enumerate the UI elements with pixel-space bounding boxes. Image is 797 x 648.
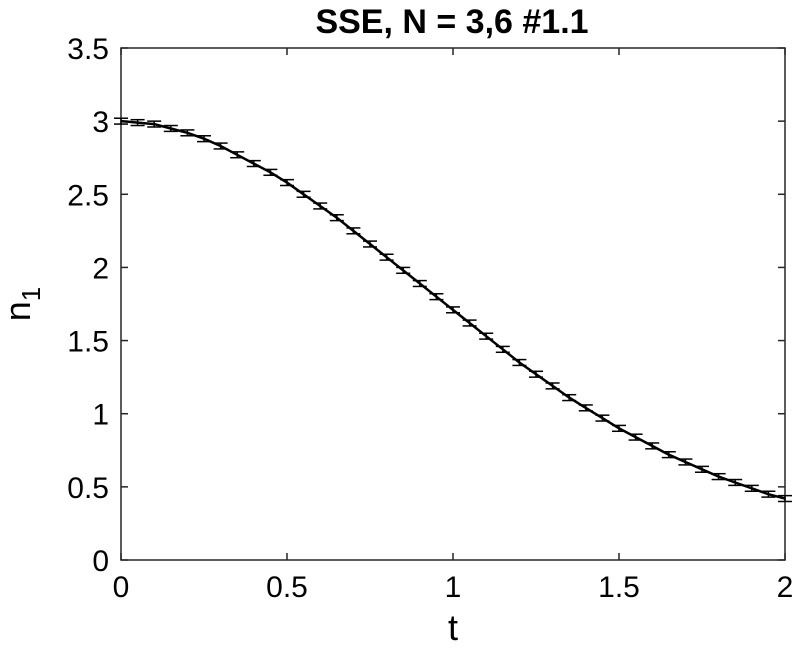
error-bar	[761, 490, 776, 498]
error-bar	[280, 178, 294, 187]
error-bar	[379, 253, 394, 261]
error-bars	[114, 117, 792, 503]
x-tick-label: 1.5	[598, 571, 640, 604]
error-bar	[213, 142, 228, 150]
error-bar	[346, 227, 361, 235]
error-bar	[778, 494, 792, 503]
error-bar	[612, 424, 626, 433]
x-tick-label: 1	[445, 571, 462, 604]
error-bar	[329, 214, 344, 222]
error-bar	[578, 404, 593, 412]
error-bar	[529, 370, 543, 378]
y-axis-label-group: n1	[0, 287, 46, 322]
x-tick-label: 2	[777, 571, 794, 604]
error-bar	[296, 190, 311, 198]
error-bar	[114, 117, 128, 125]
error-bar	[645, 442, 660, 450]
error-bar	[163, 124, 178, 133]
error-bar	[628, 433, 643, 441]
x-tick-label: 0	[113, 571, 130, 604]
error-bar	[462, 319, 477, 327]
y-axis-label-base: n	[0, 301, 38, 321]
error-bar	[744, 484, 759, 492]
error-bar	[479, 332, 494, 340]
error-bar	[495, 345, 510, 354]
error-bar	[678, 458, 693, 466]
error-bar	[363, 240, 377, 248]
error-bar	[711, 472, 726, 481]
error-bar	[313, 202, 328, 210]
y-axis-label-subscript: 1	[16, 287, 46, 301]
x-tick-label: 0.5	[266, 571, 308, 604]
y-tick-label: 1.5	[67, 326, 109, 359]
x-axis: 0 0.5 1 1.5 2	[113, 48, 794, 604]
plot-area	[120, 47, 786, 561]
y-tick-label: 1	[92, 399, 109, 432]
y-tick-label: 0.5	[67, 472, 109, 505]
error-bar	[695, 465, 709, 473]
error-bar	[197, 135, 211, 143]
error-bar	[246, 159, 261, 168]
y-axis: 0 0.5 1 1.5 2 2.5 3 3.5	[67, 33, 785, 578]
error-bar	[429, 293, 444, 301]
error-bar	[728, 478, 743, 487]
y-tick-label: 0	[92, 545, 109, 578]
y-tick-label: 3.5	[67, 33, 109, 66]
error-bar	[147, 120, 162, 128]
error-bar	[545, 382, 560, 390]
y-tick-label: 3	[92, 106, 109, 139]
error-bar	[595, 414, 610, 422]
error-bar	[562, 393, 577, 402]
chart-title: SSE, N = 3,6 #1.1	[315, 3, 588, 41]
error-bar	[230, 151, 245, 159]
error-bar	[661, 450, 676, 459]
error-bar	[263, 168, 278, 177]
error-bar	[446, 306, 460, 314]
error-bar	[412, 279, 427, 288]
error-bar	[512, 358, 527, 367]
x-axis-label: t	[448, 607, 458, 648]
error-bar	[180, 129, 195, 137]
y-tick-label: 2	[92, 252, 109, 285]
y-tick-label: 2.5	[67, 179, 109, 212]
error-bar	[396, 266, 411, 275]
error-bar	[130, 118, 145, 127]
y-axis-label: n1	[0, 287, 46, 322]
